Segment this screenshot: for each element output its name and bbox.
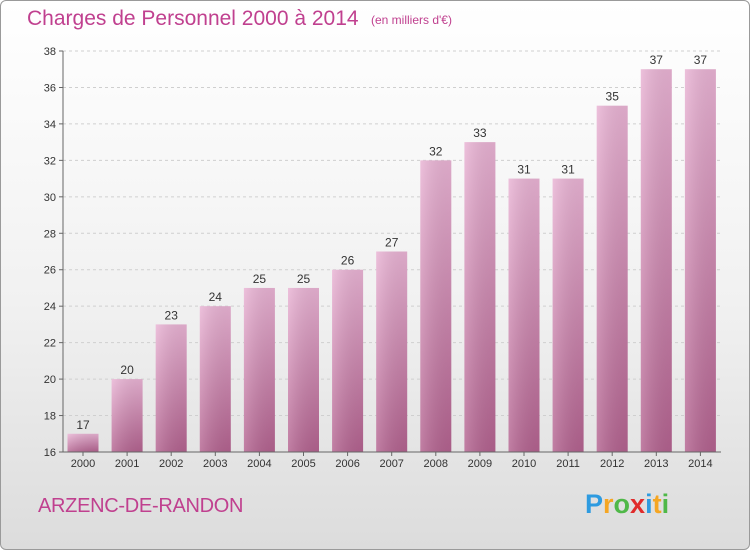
logo-letter: x [630, 489, 646, 519]
bar-shade [420, 160, 452, 452]
bar-shade [111, 379, 143, 452]
data-label: 31 [517, 163, 531, 177]
data-label: 32 [429, 144, 443, 158]
bar-shade [376, 251, 408, 452]
bar-shade [596, 105, 628, 452]
bar-shade [684, 69, 716, 453]
bar-shade [288, 287, 319, 452]
data-label: 31 [561, 163, 575, 177]
x-tick-label: 2011 [556, 458, 580, 470]
data-label: 25 [297, 272, 311, 286]
x-tick-labels: 2000 2001 2002 2003 2004 2005 2006 2007 2008 2009… [71, 458, 713, 470]
y-tick-label: 32 [44, 155, 56, 167]
logo-letter: i [645, 489, 653, 519]
bar-shade [552, 178, 584, 452]
data-label: 25 [253, 272, 267, 286]
y-tick-label: 18 [44, 411, 56, 423]
data-label: 23 [165, 308, 179, 322]
chart-subtitle: (en milliers d'€) [371, 13, 452, 27]
bar-shade [332, 269, 364, 452]
data-label: 37 [650, 53, 664, 67]
x-tick-label: 2006 [335, 458, 359, 470]
data-label: 20 [120, 363, 134, 377]
data-label: 33 [473, 126, 487, 140]
bar-shade [464, 142, 496, 453]
x-tick-label: 2014 [688, 458, 712, 470]
x-tick-label: 2004 [247, 458, 271, 470]
bar-shade [155, 324, 187, 452]
logo-letter: t [652, 489, 662, 519]
x-tick-label: 2003 [203, 458, 227, 470]
logo-letter: i [661, 489, 670, 519]
data-label: 26 [341, 254, 355, 268]
logo-letter: r [603, 489, 614, 519]
town-name: ARZENC-DE-RANDON [38, 495, 244, 517]
logo-letter: o [613, 489, 631, 519]
x-tick-label: 2000 [71, 458, 95, 470]
bar-series [67, 69, 716, 453]
bar-shade [243, 287, 275, 452]
x-tick-label: 2001 [115, 458, 139, 470]
x-tick-label: 2005 [291, 458, 315, 470]
y-tick-labels: 16 18 20 22 24 26 28 30 32 34 36 38 [44, 46, 56, 459]
y-tick-label: 36 [44, 82, 56, 94]
x-tick-label: 2002 [159, 458, 183, 470]
logo-letter: P [585, 489, 604, 519]
data-label: 24 [209, 290, 223, 304]
bar-shade [508, 178, 540, 452]
proxiti-logo: Proxiti [585, 489, 669, 520]
chart-title: Charges de Personnel 2000 à 2014 [27, 7, 359, 30]
y-tick-label: 22 [44, 338, 56, 350]
y-tick-label: 34 [44, 119, 56, 131]
y-tick-label: 26 [44, 265, 56, 277]
y-tick-label: 38 [44, 46, 56, 58]
y-tick-label: 24 [44, 301, 56, 313]
x-tick-label: 2013 [644, 458, 668, 470]
y-tick-label: 30 [44, 192, 56, 204]
data-labels: 17 20 23 24 25 25 26 27 32 33 31 31 35 37 37 [76, 53, 707, 432]
x-tick-label: 2008 [424, 458, 448, 470]
data-label: 27 [385, 236, 399, 250]
data-label: 17 [76, 418, 90, 432]
x-tick-label: 2007 [379, 458, 403, 470]
data-label: 37 [694, 53, 708, 67]
bar-shade [640, 69, 672, 453]
x-tick-label: 2010 [512, 458, 536, 470]
axes [62, 51, 721, 456]
data-label: 35 [606, 90, 620, 104]
y-tick-label: 16 [44, 447, 56, 459]
y-tick-label: 28 [44, 228, 56, 240]
x-tick-label: 2012 [600, 458, 624, 470]
x-tick-label: 2009 [468, 458, 492, 470]
bar-shade [67, 433, 99, 452]
bar-shade [199, 306, 231, 452]
y-tick-label: 20 [44, 374, 56, 386]
